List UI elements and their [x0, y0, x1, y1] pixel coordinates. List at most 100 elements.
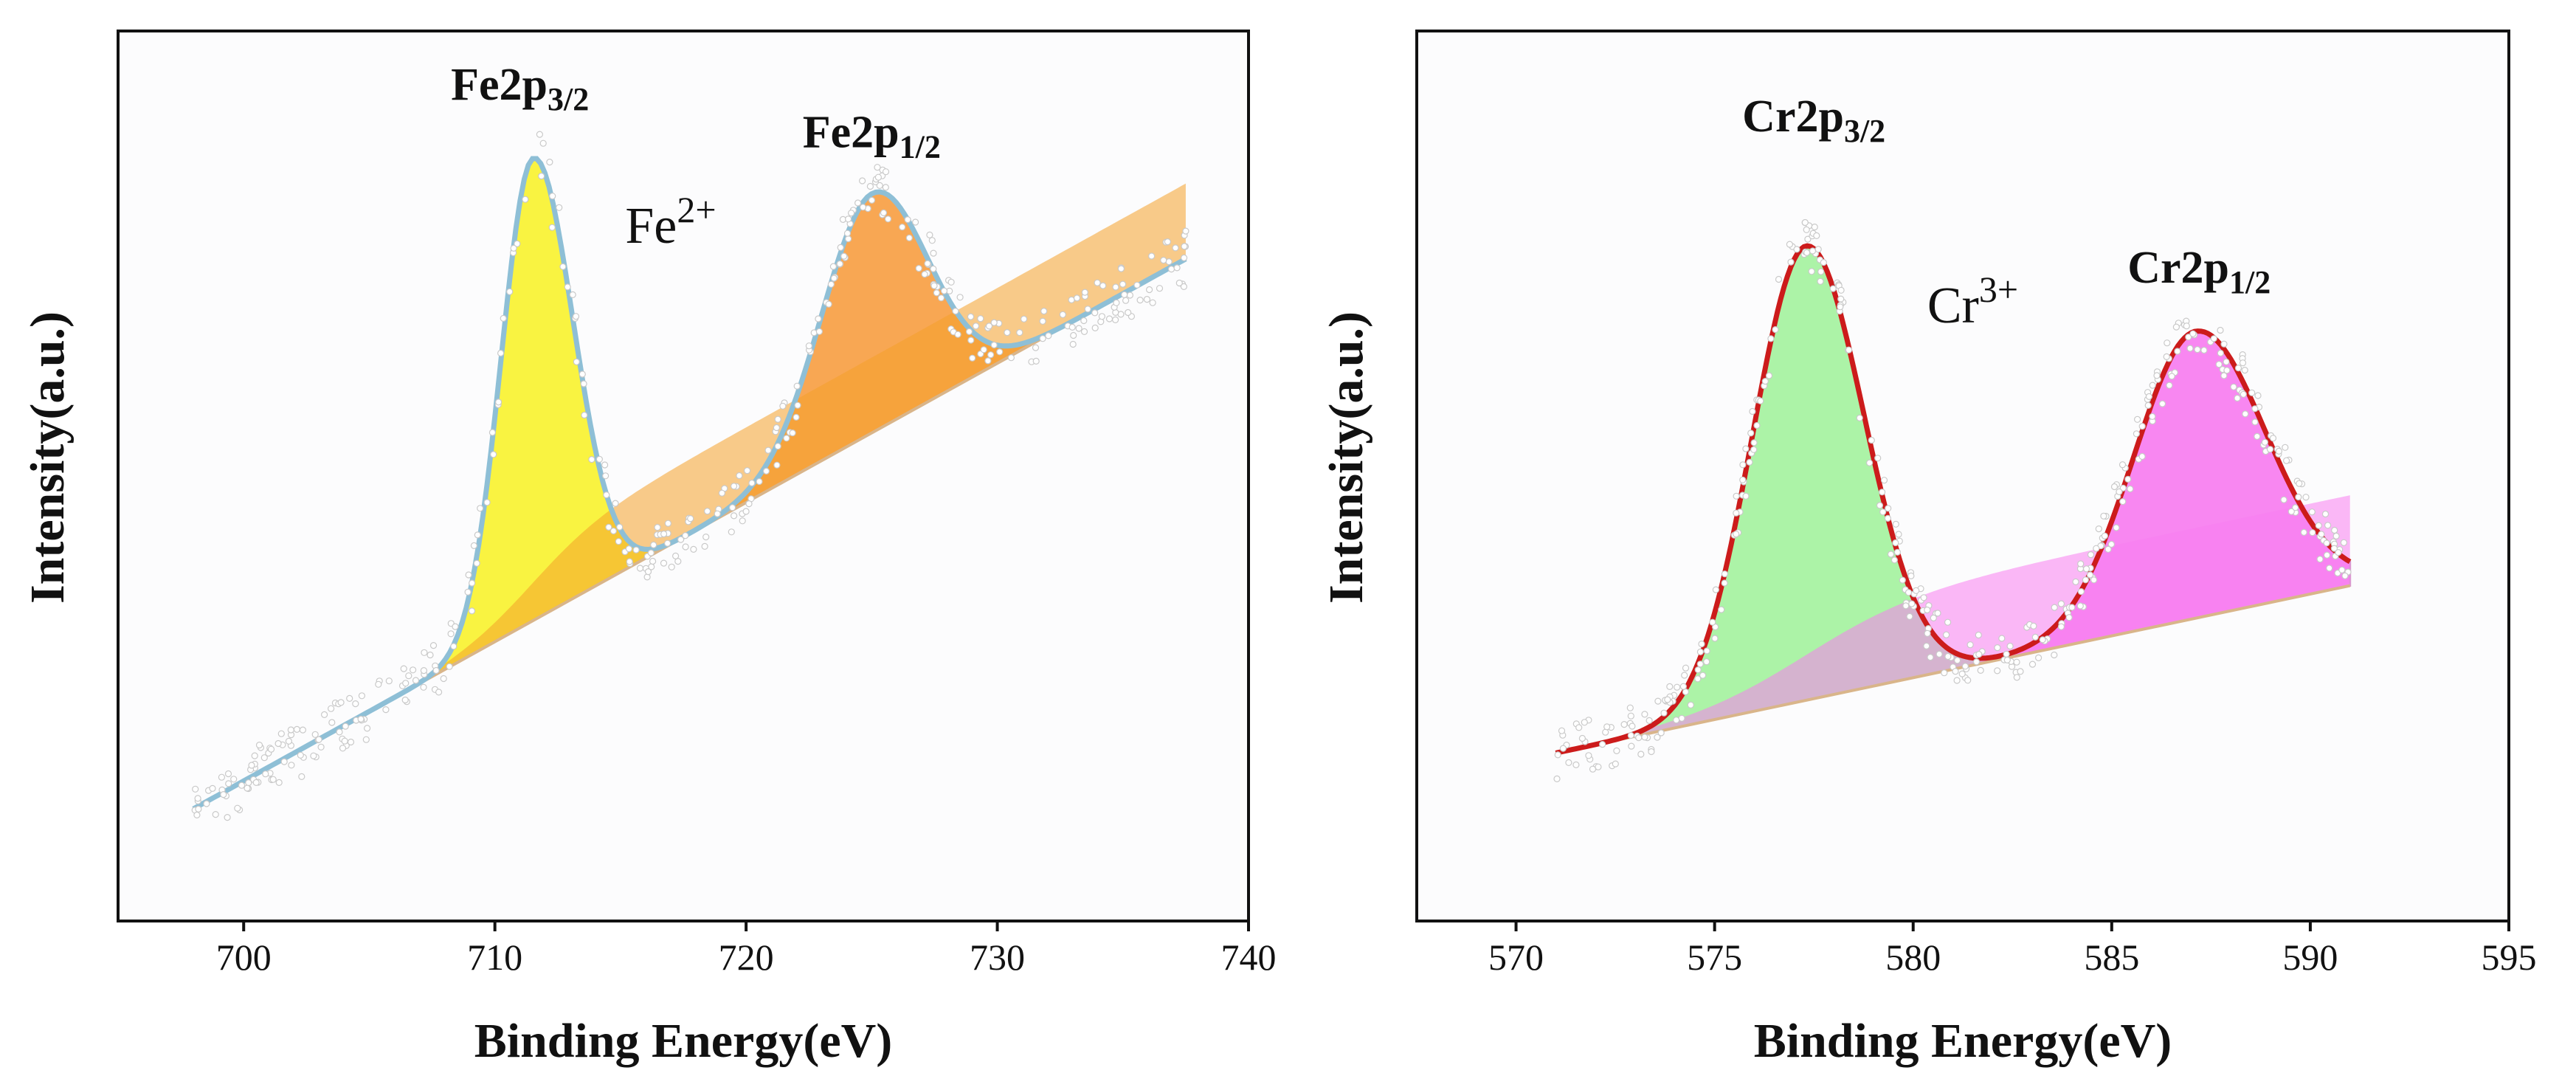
data-point	[1620, 720, 1628, 728]
data-point	[357, 715, 365, 723]
data-point	[2168, 373, 2175, 380]
data-point	[2158, 400, 2166, 407]
data-point	[1075, 325, 1082, 332]
data-point	[827, 280, 835, 288]
data-point	[375, 680, 382, 688]
data-point	[1136, 297, 1144, 304]
data-point	[2241, 367, 2248, 374]
data-point	[1793, 246, 1800, 253]
data-point	[1641, 711, 1648, 718]
data-point	[701, 542, 708, 551]
data-point	[745, 500, 753, 508]
data-point	[1627, 712, 1634, 720]
data-point	[1699, 672, 1707, 679]
data-point	[2194, 346, 2201, 353]
data-point	[1817, 268, 1825, 275]
data-point	[2251, 405, 2259, 413]
peak-label-subscript: 3/2	[1844, 113, 1885, 149]
data-point	[774, 443, 781, 450]
data-point	[1746, 458, 1753, 466]
data-point	[321, 711, 328, 719]
data-point	[1180, 283, 1188, 290]
data-point	[915, 265, 922, 272]
data-point	[336, 728, 343, 736]
data-point	[837, 244, 844, 251]
data-point	[718, 489, 726, 497]
data-point	[1559, 745, 1567, 752]
data-point	[671, 552, 680, 560]
data-point	[2309, 529, 2316, 537]
data-point	[230, 776, 238, 783]
data-point	[2030, 622, 2037, 629]
data-point	[2110, 483, 2119, 491]
data-point	[1924, 606, 1931, 614]
data-point	[1772, 326, 1779, 334]
data-point	[2090, 576, 2098, 584]
data-point	[1612, 760, 1619, 768]
data-point	[1953, 677, 1961, 684]
data-point	[288, 762, 295, 769]
data-point	[940, 287, 948, 294]
data-point	[2003, 650, 2010, 658]
data-point	[874, 173, 883, 181]
data-point	[1121, 291, 1128, 298]
data-point	[904, 216, 911, 224]
data-point	[933, 289, 940, 297]
data-point	[1954, 657, 1961, 664]
data-point	[1657, 729, 1665, 737]
data-point	[2039, 636, 2046, 644]
data-point	[1767, 335, 1775, 342]
data-point	[876, 182, 883, 189]
data-point	[2006, 642, 2014, 650]
data-point	[1040, 308, 1048, 315]
data-point	[1739, 461, 1747, 469]
data-point	[1876, 502, 1884, 509]
data-point	[224, 770, 232, 778]
data-point	[868, 196, 876, 204]
data-point	[736, 472, 743, 480]
data-point	[2331, 526, 2338, 534]
data-point	[1694, 666, 1702, 674]
data-point	[1113, 299, 1120, 306]
data-point	[985, 322, 993, 330]
data-point	[446, 663, 453, 670]
data-point	[1803, 249, 1811, 256]
data-point	[1890, 556, 1898, 564]
data-point	[1803, 226, 1810, 233]
data-point	[854, 199, 862, 207]
data-point	[255, 741, 263, 749]
data-point	[843, 230, 852, 237]
data-point	[1698, 640, 1705, 648]
data-point	[2124, 475, 2132, 483]
data-point	[280, 758, 288, 765]
background-step-fill	[193, 183, 1186, 809]
data-point	[1787, 258, 1795, 266]
data-point	[2287, 508, 2295, 515]
data-point	[2335, 548, 2342, 556]
data-point	[506, 288, 514, 295]
data-point	[1733, 509, 1740, 517]
data-point	[402, 680, 410, 687]
data-point	[1687, 701, 1694, 708]
data-point	[2082, 565, 2090, 573]
data-point	[649, 557, 657, 565]
data-point	[1804, 235, 1812, 243]
data-point	[1920, 594, 1927, 601]
data-point	[1975, 631, 1982, 639]
x-tick-label: 590	[2282, 936, 2338, 978]
data-point	[2282, 444, 2289, 451]
data-point	[346, 694, 353, 703]
data-point	[549, 193, 556, 200]
data-point	[1814, 246, 1822, 253]
data-point	[625, 545, 633, 553]
data-point	[1893, 548, 1901, 556]
data-point	[569, 291, 576, 298]
data-point	[317, 743, 325, 751]
data-point	[1007, 354, 1015, 362]
data-point	[2051, 604, 2058, 611]
data-point	[2332, 532, 2340, 540]
data-point	[650, 541, 657, 549]
data-point	[773, 424, 781, 432]
data-point	[815, 315, 822, 322]
data-point	[1629, 722, 1636, 730]
